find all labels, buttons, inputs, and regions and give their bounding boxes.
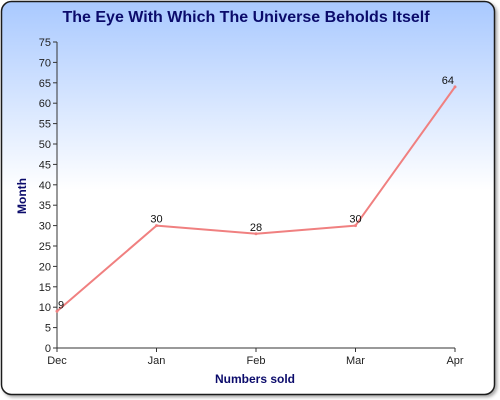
series-layer [55, 85, 457, 313]
data-labels: 9 30 28 30 64 [58, 75, 454, 311]
y-tick-label: 0 [45, 343, 51, 355]
y-tick-label: 35 [39, 200, 51, 212]
data-label: 28 [250, 222, 262, 234]
x-axis-ticks: Dec Jan Feb Mar Apr [47, 348, 464, 367]
data-point [155, 224, 158, 228]
y-tick-label: 55 [39, 119, 51, 131]
y-tick-label: 10 [39, 302, 51, 314]
data-point [453, 85, 457, 89]
data-label: 9 [58, 299, 64, 311]
y-tick-label: 40 [39, 180, 51, 192]
data-label: 30 [150, 214, 162, 226]
data-label: 30 [349, 214, 361, 226]
data-label: 64 [442, 75, 454, 87]
x-axis-label: Numbers sold [215, 372, 295, 386]
y-tick-label: 75 [39, 37, 51, 49]
data-point [354, 224, 357, 228]
y-axis-label: Month [15, 178, 29, 214]
y-tick-label: 50 [39, 139, 51, 151]
x-tick-label: Dec [47, 355, 67, 367]
x-tick-label: Jan [148, 355, 166, 367]
y-tick-label: 15 [39, 282, 51, 294]
y-tick-label: 65 [39, 78, 51, 90]
x-tick-label: Feb [247, 355, 266, 367]
y-tick-label: 70 [39, 57, 51, 69]
y-tick-label: 5 [45, 323, 51, 335]
y-tick-label: 45 [39, 159, 51, 171]
y-axis-ticks: 0 5 10 15 20 25 30 35 40 45 50 55 60 65 70 75 [39, 37, 57, 355]
data-point [55, 309, 59, 313]
y-tick-label: 25 [39, 241, 51, 253]
x-tick-label: Apr [446, 355, 463, 367]
y-tick-label: 60 [39, 98, 51, 110]
x-tick-label: Mar [346, 355, 365, 367]
y-tick-label: 20 [39, 261, 51, 273]
y-tick-label: 30 [39, 221, 51, 233]
data-point [254, 232, 258, 236]
chart-title: The Eye With Which The Universe Beholds … [62, 9, 430, 26]
